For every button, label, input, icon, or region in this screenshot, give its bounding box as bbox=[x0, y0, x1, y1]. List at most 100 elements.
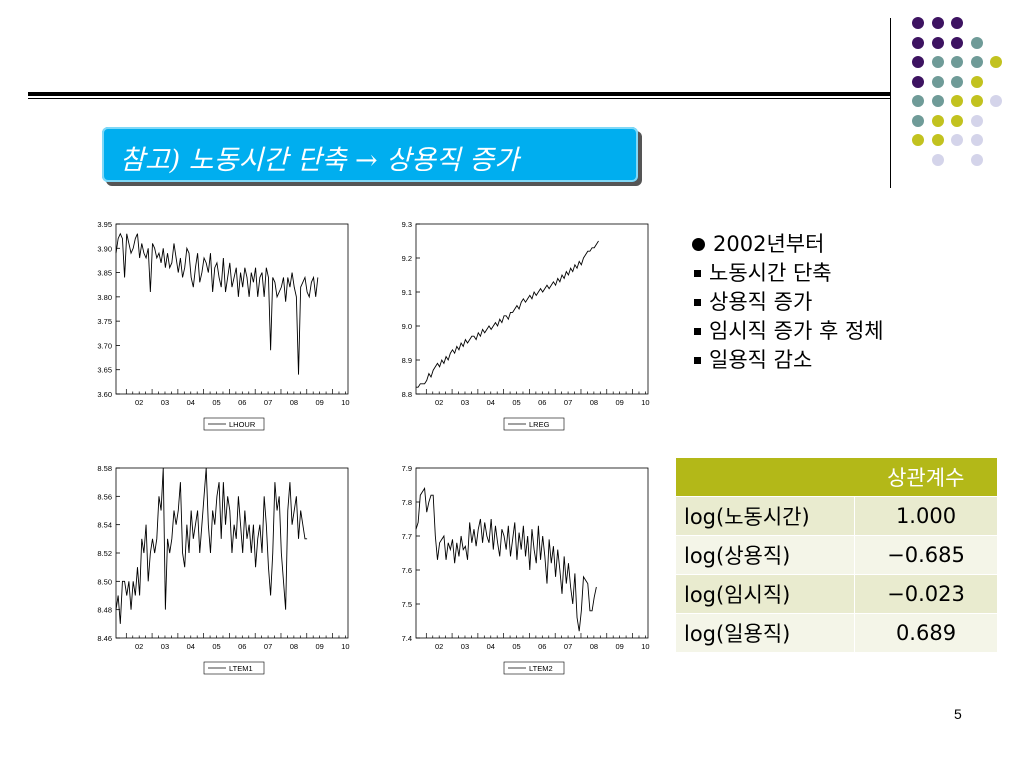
x-tick-label: 08 bbox=[590, 642, 598, 651]
legend-label: LTEM2 bbox=[529, 664, 553, 673]
chart-ltem1: 8.58 8.56 8.54 8.52 8.50 8.48 8.46 02 03 04 05 06 07… bbox=[97, 464, 350, 675]
table-row: log(상용직) −0.685 bbox=[676, 535, 997, 575]
table-cell-value: 1.000 bbox=[854, 496, 997, 536]
x-tick-label: 07 bbox=[264, 398, 272, 407]
table-row: log(일용직) 0.689 bbox=[676, 613, 997, 652]
y-tick-label: 7.4 bbox=[402, 634, 412, 643]
slide-title: 참고) 노동시간 단축 → 상용직 증가 bbox=[120, 145, 519, 176]
decorative-dot bbox=[970, 75, 983, 88]
decorative-dot bbox=[951, 114, 963, 127]
decorative-dot bbox=[951, 134, 963, 146]
decorative-dot bbox=[931, 153, 944, 166]
chart-ltem2: 7.9 7.8 7.7 7.6 7.5 7.4 02 03 04 05 06 07 08 09 10 LTEM… bbox=[402, 464, 650, 675]
y-tick-label: 8.56 bbox=[97, 492, 112, 501]
y-tick-label: 9.3 bbox=[402, 220, 412, 229]
table-cell-variable: log(상용직) bbox=[676, 535, 855, 575]
x-tick-label: 02 bbox=[135, 642, 143, 651]
table-cell-value: −0.685 bbox=[854, 535, 997, 575]
table-cell-variable: log(일용직) bbox=[676, 613, 855, 652]
circle-bullet-icon bbox=[692, 238, 705, 251]
bullet-item: 노동시간 단축 bbox=[692, 259, 884, 288]
legend-label: LTEM1 bbox=[229, 664, 253, 673]
decorative-dot bbox=[912, 17, 924, 29]
x-tick-label: 02 bbox=[135, 398, 143, 407]
x-tick-label: 09 bbox=[615, 398, 623, 407]
bullet-text: 일용직 감소 bbox=[709, 348, 813, 372]
table-row: log(노동시간) 1.000 bbox=[676, 496, 997, 536]
decorative-dot bbox=[970, 153, 983, 166]
square-bullet-icon bbox=[694, 357, 701, 364]
bullet-item: 임시직 증가 후 정체 bbox=[692, 317, 884, 346]
y-tick-label: 8.9 bbox=[402, 356, 412, 365]
plot-frame bbox=[415, 467, 649, 639]
decorative-dot bbox=[970, 36, 983, 49]
x-tick-label: 08 bbox=[590, 398, 598, 407]
bullet-item: 상용직 증가 bbox=[692, 288, 884, 317]
x-tick-label: 02 bbox=[435, 642, 443, 651]
y-tick-label: 3.80 bbox=[97, 293, 112, 302]
table-cell-value: 0.689 bbox=[854, 613, 997, 652]
x-tick-label: 04 bbox=[487, 642, 495, 651]
table-header-cell bbox=[676, 458, 855, 497]
decorative-dot bbox=[912, 56, 924, 68]
decorative-dot bbox=[931, 114, 944, 127]
table-header-row: 상관계수 bbox=[676, 458, 997, 497]
x-tick-label: 03 bbox=[161, 398, 169, 407]
plot-frame bbox=[115, 223, 349, 395]
decorative-dot bbox=[970, 114, 983, 127]
table-row: log(임시직) −0.023 bbox=[676, 574, 997, 614]
x-tick-label: 09 bbox=[315, 642, 323, 651]
decorative-dot bbox=[931, 134, 944, 146]
x-tick-label: 06 bbox=[238, 398, 246, 407]
x-tick-label: 03 bbox=[461, 642, 469, 651]
y-tick-label: 3.65 bbox=[97, 366, 112, 375]
x-tick-label: 08 bbox=[290, 398, 298, 407]
table-cell-variable: log(노동시간) bbox=[676, 496, 855, 536]
square-bullet-icon bbox=[694, 299, 701, 306]
x-tick-label: 06 bbox=[538, 398, 546, 407]
y-tick-label: 7.5 bbox=[402, 600, 412, 609]
decorative-dot bbox=[970, 56, 983, 68]
bullet-text: 2002년부터 bbox=[713, 232, 825, 256]
legend-label: LREG bbox=[529, 420, 550, 429]
y-tick-label: 3.75 bbox=[97, 317, 112, 326]
decorative-dot bbox=[970, 134, 983, 146]
legend-label: LHOUR bbox=[229, 420, 256, 429]
x-tick-label: 04 bbox=[187, 642, 195, 651]
decorative-dot bbox=[912, 134, 924, 146]
x-tick-label: 10 bbox=[641, 398, 649, 407]
series-line-lreg bbox=[416, 240, 599, 388]
decorative-dot bbox=[951, 95, 963, 107]
x-tick-label: 02 bbox=[435, 398, 443, 407]
y-tick-label: 9.1 bbox=[402, 288, 412, 297]
square-bullet-icon bbox=[694, 270, 701, 277]
legend-box bbox=[203, 417, 265, 431]
bullet-text: 노동시간 단축 bbox=[709, 261, 832, 285]
bullet-item: 일용직 감소 bbox=[692, 346, 884, 375]
bullet-item: 2002년부터 bbox=[692, 230, 884, 259]
y-tick-label: 7.8 bbox=[402, 498, 412, 507]
y-tick-label: 3.70 bbox=[97, 341, 112, 350]
x-tick-label: 05 bbox=[512, 642, 520, 651]
x-tick-label: 05 bbox=[212, 642, 220, 651]
decorative-dot bbox=[931, 17, 944, 29]
decorative-dot bbox=[990, 56, 1002, 68]
y-tick-label: 8.46 bbox=[97, 634, 112, 643]
decorative-dot bbox=[951, 36, 963, 49]
header-vertical-rule bbox=[890, 18, 891, 188]
decorative-dot bbox=[931, 56, 944, 68]
x-tick-label: 04 bbox=[187, 398, 195, 407]
chart-lreg: 9.3 9.2 9.1 9.0 8.9 8.8 02 03 04 05 06 07 08 09 10 LREG bbox=[402, 220, 650, 431]
x-tick-label: 05 bbox=[212, 398, 220, 407]
x-tick-label: 10 bbox=[641, 642, 649, 651]
chart-lhour: 3.95 3.90 3.85 3.80 3.75 3.70 3.65 3.60 02 03 04 05… bbox=[97, 220, 350, 431]
decorative-dot bbox=[931, 75, 944, 88]
title-banner bbox=[102, 127, 638, 182]
x-tick-label: 08 bbox=[290, 642, 298, 651]
square-bullet-icon bbox=[694, 328, 701, 335]
bullet-list: 2002년부터 노동시간 단축 상용직 증가 임시직 증가 후 정체 일용직 감… bbox=[692, 230, 884, 375]
y-tick-label: 3.60 bbox=[97, 390, 112, 399]
series-line-ltem2 bbox=[415, 487, 597, 632]
y-tick-label: 9.0 bbox=[402, 322, 412, 331]
y-tick-label: 8.8 bbox=[402, 390, 412, 399]
